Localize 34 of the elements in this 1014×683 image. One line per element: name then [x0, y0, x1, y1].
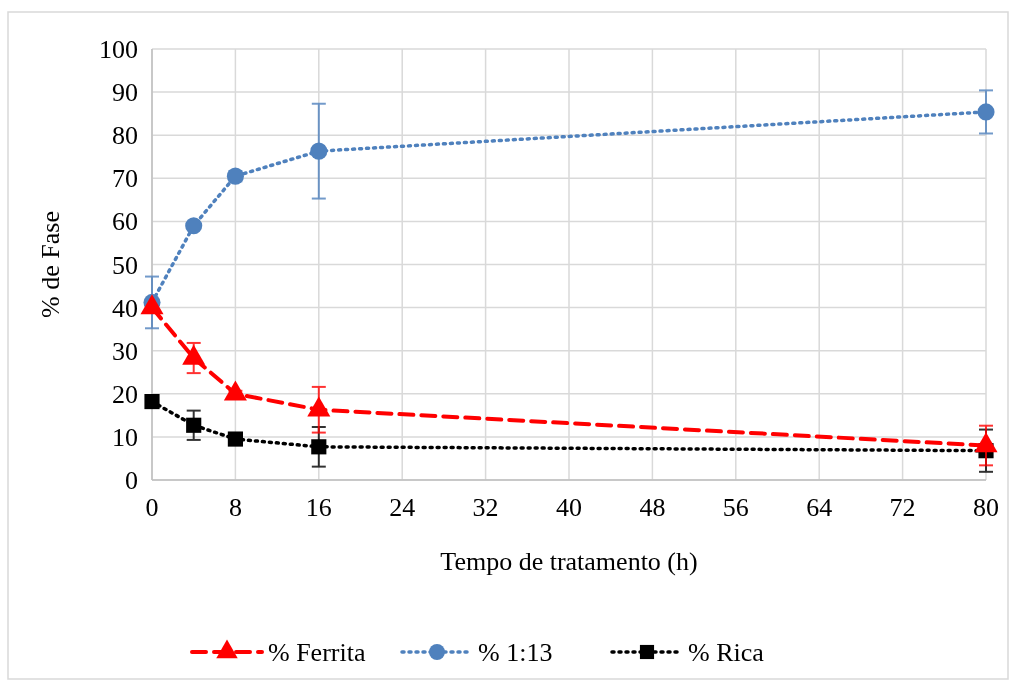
y-tick-label: 90 — [112, 78, 138, 108]
legend-label: % 1:13 — [478, 638, 553, 667]
legend-label: % Ferrita — [268, 638, 366, 667]
y-tick-label: 80 — [112, 121, 138, 151]
point — [185, 217, 203, 235]
y-tick-label: 100 — [99, 35, 138, 64]
y-tick-label: 10 — [112, 422, 138, 452]
point — [186, 417, 202, 433]
x-axis-title: Tempo de tratamento (h) — [440, 547, 698, 576]
y-tick-label: 20 — [112, 379, 138, 409]
y-tick-label: 50 — [112, 250, 138, 280]
y-axis-title: % de Fase — [36, 211, 65, 318]
y-tick-label: 40 — [112, 293, 138, 323]
x-tick-label: 24 — [389, 493, 416, 522]
x-tick-label: 8 — [228, 493, 242, 522]
x-tick-label: 0 — [145, 493, 159, 522]
x-tick-label: 64 — [806, 493, 833, 522]
point — [311, 439, 327, 455]
x-tick-label: 56 — [722, 493, 749, 522]
point — [227, 431, 243, 447]
y-tick-label: 60 — [112, 207, 138, 237]
x-tick-label: 48 — [639, 493, 666, 522]
x-tick-label: 32 — [472, 493, 499, 522]
point — [310, 142, 328, 160]
y-tick-label: 70 — [112, 164, 138, 194]
x-tick-label: 16 — [305, 493, 332, 522]
x-tick-label: 72 — [889, 493, 916, 522]
x-tick-label: 80 — [973, 493, 999, 522]
point — [977, 103, 995, 121]
point — [144, 393, 160, 410]
x-tick-label: 40 — [556, 493, 582, 522]
y-tick-label: 30 — [112, 336, 138, 366]
legend-label: % Rica — [688, 638, 765, 667]
y-tick-label: 0 — [125, 466, 138, 495]
